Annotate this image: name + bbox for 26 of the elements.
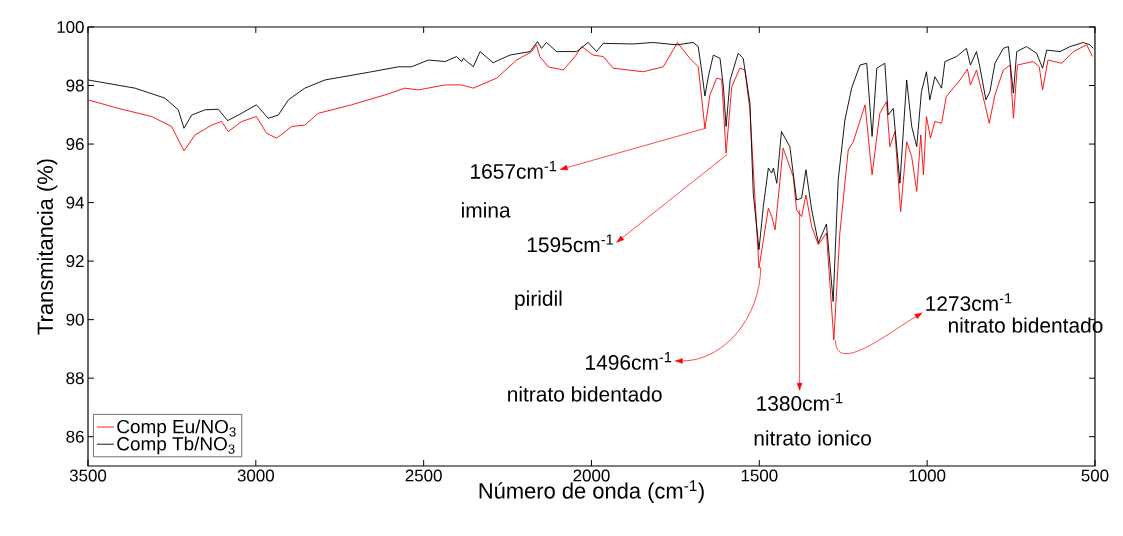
annotation: piridil (515, 290, 562, 311)
y-tick-label: 94 (66, 196, 84, 209)
annotation: imina (462, 202, 511, 218)
x-tick-label: 3000 (237, 469, 274, 482)
annotation: 1657cm$^{-1}$ (471, 161, 557, 179)
x-tick-label: 2000 (573, 469, 610, 482)
x-tick-label: 3500 (69, 469, 107, 482)
annotation: nitrato bidentado (508, 386, 662, 402)
y-tick-label: 90 (66, 313, 84, 326)
y-tick-label: 98 (66, 79, 84, 92)
x-tick-label: 500 (1081, 469, 1109, 482)
annotation: 1595cm$^{-1}$ (527, 234, 614, 253)
x-tick-label: 1000 (909, 469, 946, 482)
x-tick-label: 1500 (741, 469, 778, 482)
y-tick-label: 88 (66, 372, 84, 385)
y-tick-label: 100 (57, 20, 84, 33)
y-tick-label: 92 (66, 255, 84, 268)
annotation: nitrato ionico (754, 430, 871, 446)
y-tick-label: 96 (66, 138, 84, 151)
annotation: 1380cm$^{-1}$ (757, 393, 843, 411)
y-tick-label: 86 (66, 430, 84, 443)
annotation: 1273cm$^{-1}$ (926, 293, 1012, 311)
x-tick-label: 2500 (405, 469, 442, 482)
legend-label: Comp Tb/NO$_{3}$ (117, 436, 235, 455)
annotation: 1496cm$^{-1}$ (586, 352, 672, 370)
y-axis-title: Transmitancia (%) (36, 159, 58, 335)
